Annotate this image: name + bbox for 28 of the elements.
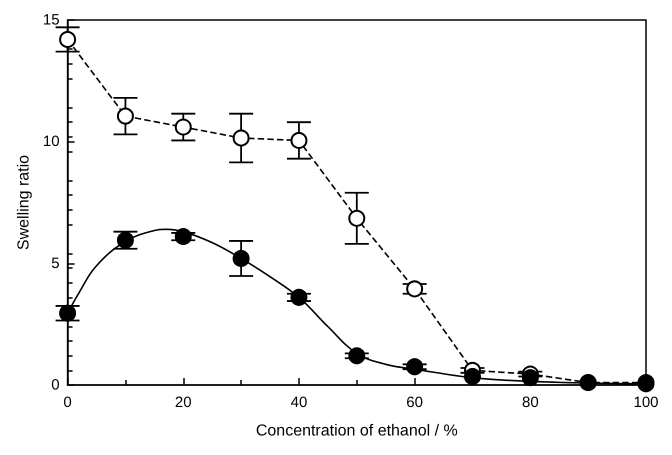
x-tick-label: 100: [633, 394, 659, 411]
point: [116, 108, 134, 125]
point: [174, 228, 192, 246]
point: [232, 250, 250, 267]
x-axis-title: Concentration of ethanol / %: [256, 422, 458, 440]
point: [290, 132, 308, 149]
y-tick-label: 10: [42, 133, 60, 150]
point: [406, 280, 424, 298]
x-tick-label: 40: [290, 394, 308, 411]
point: [116, 232, 134, 249]
x-tick-label: 80: [522, 394, 539, 411]
point: [522, 369, 539, 386]
y-tick-label: 0: [51, 376, 60, 394]
x-tick-label: 20: [174, 394, 192, 411]
point: [59, 304, 76, 322]
point: [406, 358, 424, 376]
point: [348, 347, 366, 364]
y-tick-label: 15: [42, 12, 60, 28]
point: [290, 288, 308, 306]
x-tick-label: 0: [63, 394, 72, 411]
point: [348, 210, 366, 227]
y-tick-label: 5: [51, 254, 60, 272]
point: [174, 118, 192, 136]
point: [59, 30, 76, 48]
y-axis-title: Swelling ratio: [16, 154, 32, 250]
x-tick-label: 60: [406, 394, 423, 411]
point: [232, 130, 250, 147]
point: [464, 368, 481, 385]
